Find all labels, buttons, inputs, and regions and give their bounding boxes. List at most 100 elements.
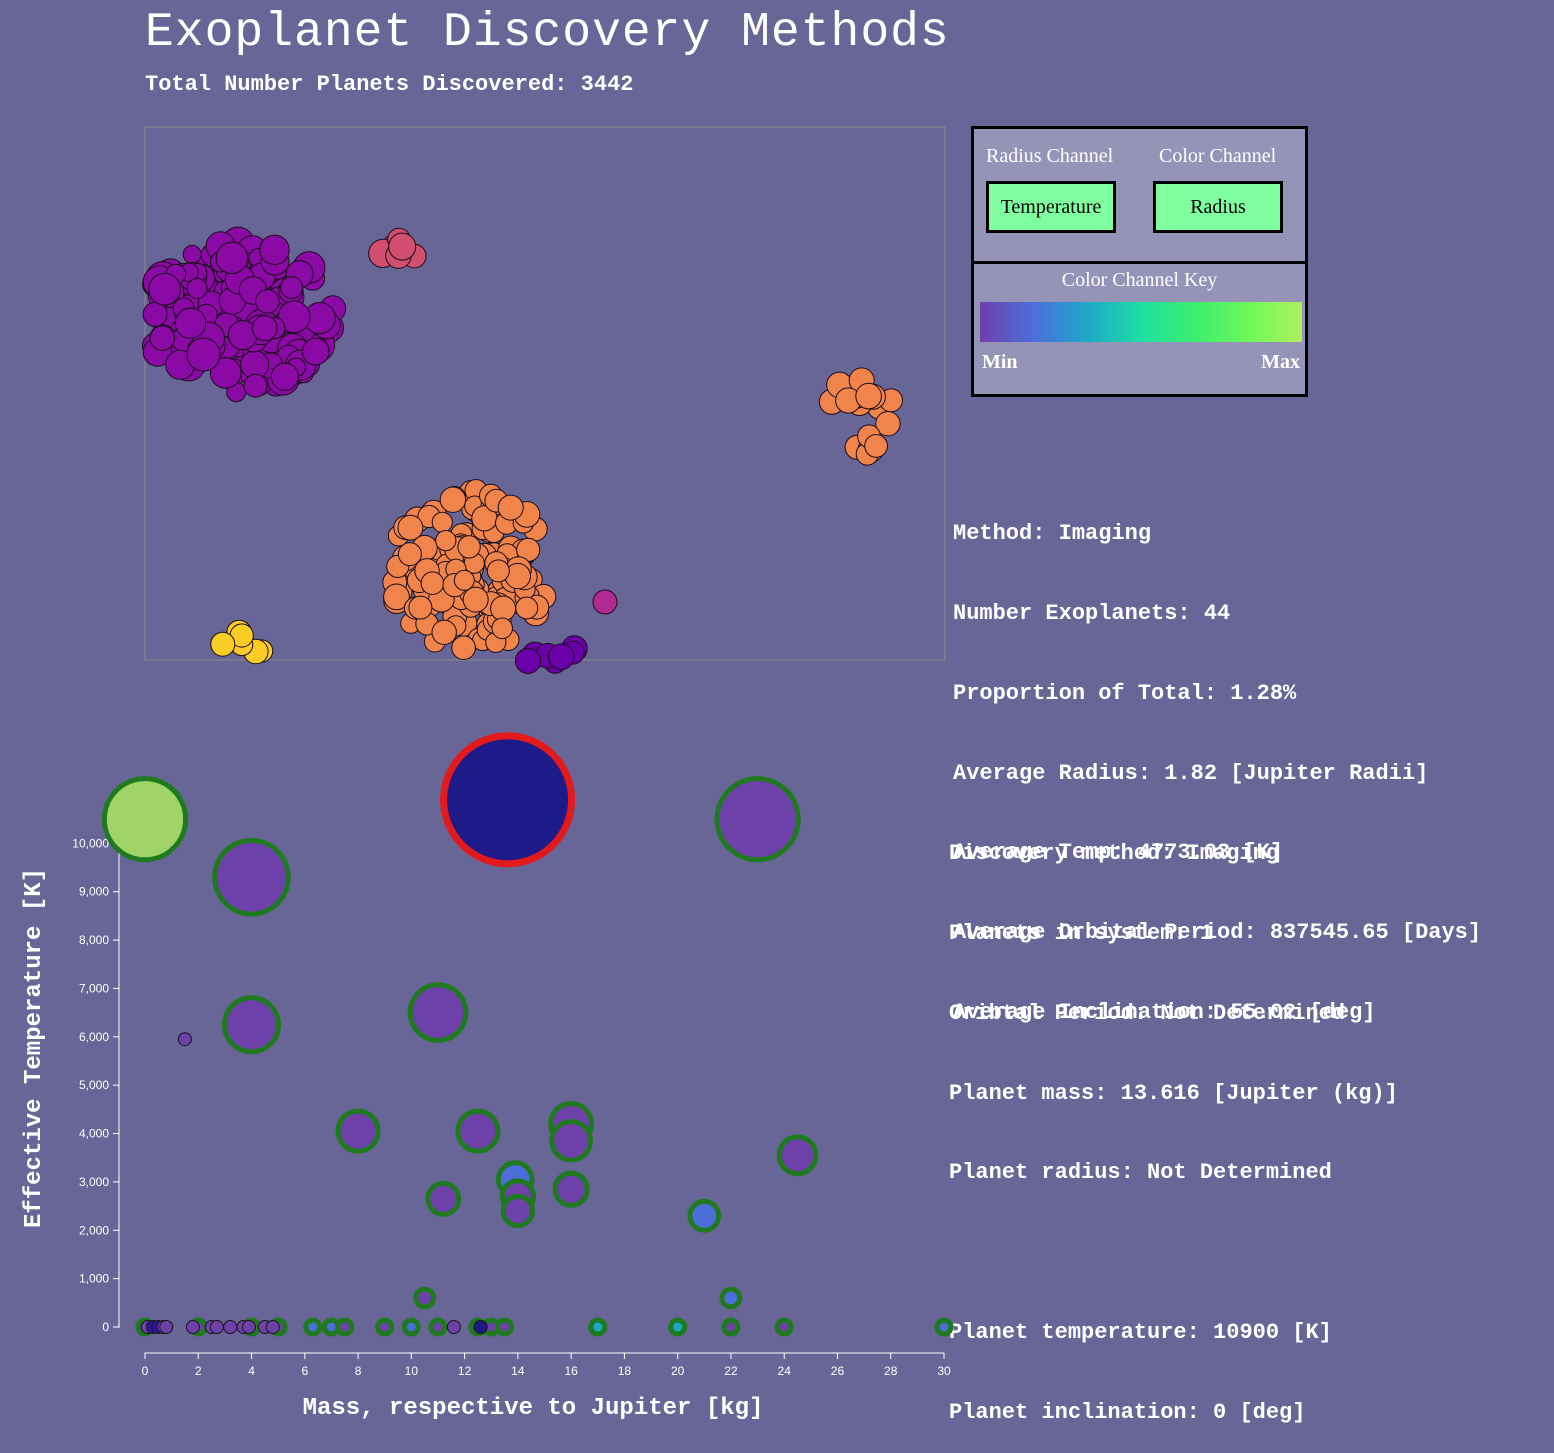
planet-point[interactable]: [549, 1119, 593, 1163]
planet-bubble[interactable]: [439, 486, 467, 513]
planet-point[interactable]: [407, 982, 469, 1043]
planet-point[interactable]: [188, 1317, 208, 1337]
yellow-cluster[interactable]: [210, 619, 274, 665]
planet-bubble[interactable]: [397, 542, 422, 567]
planet-bubble[interactable]: [420, 571, 445, 596]
planet-point[interactable]: [241, 1320, 256, 1334]
planet-bubble[interactable]: [497, 494, 524, 521]
planet-point[interactable]: [236, 1320, 251, 1334]
planet-point[interactable]: [375, 1317, 395, 1337]
planet-point[interactable]: [257, 1320, 272, 1334]
planet-bubble[interactable]: [270, 362, 299, 391]
planet-bubble[interactable]: [209, 357, 242, 389]
planet-point[interactable]: [268, 1317, 288, 1337]
pink-cluster[interactable]: [368, 227, 427, 269]
planet-point[interactable]: [774, 1317, 794, 1337]
planet-point[interactable]: [721, 1317, 741, 1337]
planet-point[interactable]: [714, 776, 801, 863]
planet-bubble[interactable]: [259, 234, 290, 266]
planet-point[interactable]: [468, 1317, 488, 1337]
planet-point[interactable]: [204, 1320, 219, 1334]
planet-bubble[interactable]: [182, 244, 202, 264]
planet-point[interactable]: [552, 1170, 590, 1208]
planet-bubble[interactable]: [277, 300, 311, 334]
selected-planet-point[interactable]: [440, 732, 576, 868]
planet-bubble[interactable]: [174, 307, 207, 339]
planet-point[interactable]: [455, 1108, 501, 1154]
planet-point[interactable]: [335, 1317, 355, 1337]
planet-bubble[interactable]: [453, 569, 475, 591]
planet-point[interactable]: [321, 1317, 341, 1337]
planet-point[interactable]: [481, 1317, 501, 1337]
planet-point[interactable]: [135, 1317, 155, 1337]
planet-bubble[interactable]: [215, 241, 249, 275]
planet-point[interactable]: [413, 1286, 437, 1310]
radius-channel-button[interactable]: Temperature: [986, 181, 1116, 233]
planet-bubble[interactable]: [243, 373, 268, 398]
planet-bubble[interactable]: [255, 289, 280, 314]
planet-bubble[interactable]: [397, 514, 424, 541]
planet-point[interactable]: [209, 1320, 224, 1334]
planet-bubble[interactable]: [875, 411, 901, 437]
planet-bubble[interactable]: [186, 337, 221, 372]
planet-point[interactable]: [588, 1317, 608, 1337]
planet-point[interactable]: [185, 1320, 200, 1334]
planet-point[interactable]: [668, 1317, 688, 1337]
planet-bubble[interactable]: [457, 535, 481, 559]
planet-bubble[interactable]: [462, 586, 489, 613]
planet-point[interactable]: [222, 995, 281, 1055]
violet-row[interactable]: [514, 635, 588, 675]
planet-point[interactable]: [473, 1320, 488, 1334]
planet-bubble[interactable]: [435, 530, 457, 552]
planet-bubble[interactable]: [486, 559, 510, 583]
color-channel-button[interactable]: Radius: [1153, 181, 1283, 233]
planet-bubble[interactable]: [431, 619, 457, 645]
planet-bubble[interactable]: [186, 278, 208, 299]
planet-point[interactable]: [146, 1320, 160, 1334]
planet-point[interactable]: [401, 1317, 421, 1337]
planet-bubble[interactable]: [251, 315, 278, 342]
planet-point[interactable]: [101, 776, 189, 863]
planet-point[interactable]: [548, 1101, 594, 1147]
planet-bubble[interactable]: [210, 631, 236, 657]
planet-point[interactable]: [303, 1317, 323, 1337]
right-orange-cluster[interactable]: [818, 367, 903, 466]
planet-point[interactable]: [159, 1320, 174, 1334]
planet-bubble[interactable]: [280, 276, 304, 300]
planet-bubble[interactable]: [408, 595, 433, 620]
planet-point[interactable]: [151, 1320, 166, 1334]
planet-bubble[interactable]: [451, 635, 476, 661]
planet-point[interactable]: [242, 1317, 261, 1337]
planet-point[interactable]: [776, 1134, 819, 1177]
planet-bubble[interactable]: [142, 301, 168, 327]
planet-point[interactable]: [223, 1320, 238, 1334]
planet-bubble[interactable]: [148, 272, 181, 306]
planet-bubble[interactable]: [547, 643, 575, 671]
planet-bubble[interactable]: [864, 434, 888, 458]
planet-point[interactable]: [500, 1193, 536, 1229]
planet-point[interactable]: [495, 1160, 535, 1199]
planet-bubble[interactable]: [383, 583, 410, 611]
planet-bubble[interactable]: [388, 232, 417, 261]
planet-point[interactable]: [446, 1320, 461, 1334]
planet-point[interactable]: [265, 1320, 280, 1334]
planet-point[interactable]: [425, 1180, 462, 1217]
planet-point[interactable]: [177, 1032, 192, 1047]
planet-point[interactable]: [140, 1320, 155, 1334]
planet-point[interactable]: [428, 1317, 448, 1337]
planet-point[interactable]: [156, 1320, 171, 1334]
planet-bubble[interactable]: [149, 325, 176, 351]
orange-cluster[interactable]: [382, 479, 557, 661]
planet-point[interactable]: [687, 1198, 722, 1233]
planet-point[interactable]: [335, 1108, 381, 1154]
planet-point[interactable]: [495, 1317, 515, 1337]
planet-point[interactable]: [499, 1178, 537, 1215]
planet-bubble[interactable]: [490, 595, 517, 622]
planet-bubble[interactable]: [514, 647, 542, 675]
planet-bubble[interactable]: [855, 382, 882, 410]
planet-bubble[interactable]: [431, 511, 453, 533]
purple-cluster[interactable]: [142, 226, 347, 403]
planet-bubble[interactable]: [491, 617, 514, 640]
planet-bubble[interactable]: [301, 337, 330, 366]
planet-bubble[interactable]: [592, 589, 618, 615]
